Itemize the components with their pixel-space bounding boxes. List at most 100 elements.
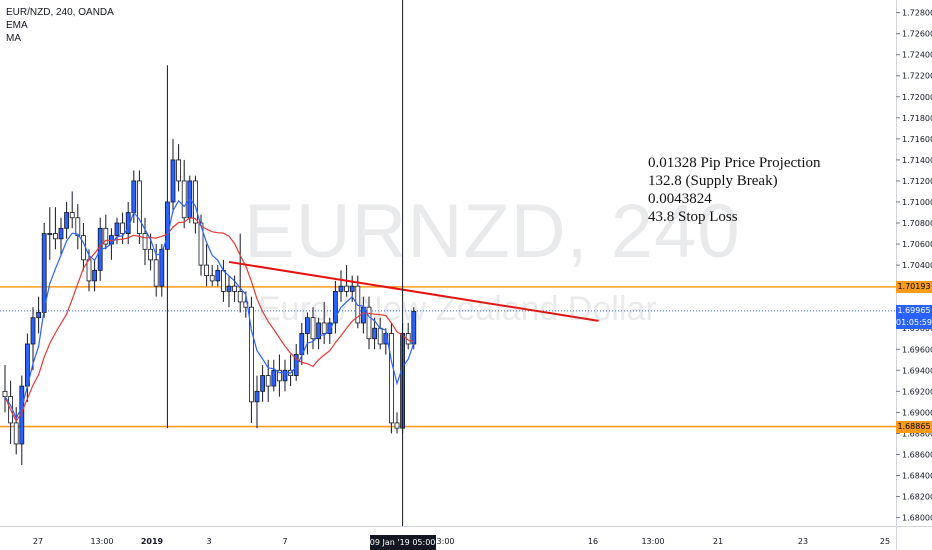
- bearish-candle: [81, 235, 86, 261]
- bullish-candle: [215, 269, 221, 282]
- bearish-candle: [75, 217, 81, 237]
- price-tick-label: 1.69200: [902, 387, 932, 396]
- bearish-candle: [220, 269, 226, 292]
- ema-line: [4, 196, 415, 420]
- bullish-candle: [131, 180, 137, 213]
- price-tick-label: 1.68000: [902, 514, 932, 523]
- legend-symbol[interactable]: EUR/NZD, 240, OANDA: [6, 7, 114, 18]
- bearish-candle: [136, 180, 142, 234]
- bearish-candle: [192, 180, 198, 224]
- bullish-candle: [282, 369, 288, 382]
- time-tick-label: 16: [588, 537, 598, 546]
- bullish-candle: [36, 312, 41, 319]
- bearish-candle: [204, 264, 210, 277]
- bullish-candle: [260, 375, 266, 392]
- text-annotation[interactable]: 0.01328 Pip Price Projection 132.8 (Supp…: [648, 154, 821, 226]
- bullish-candle: [349, 285, 355, 292]
- bearish-candle: [53, 233, 58, 240]
- bearish-candle: [198, 222, 204, 266]
- legend: EUR/NZD, 240, OANDA EMA MA: [6, 6, 114, 45]
- countdown-badge: 01:05:59: [896, 316, 932, 329]
- price-tick-label: 1.71800: [902, 114, 932, 123]
- annotation-line-supply-break: 132.8 (Supply Break): [648, 173, 778, 189]
- cursor-time-badge: 09 Jan '19 05:00: [369, 535, 436, 550]
- time-tick-label: 23: [798, 537, 808, 546]
- indicators: [4, 196, 415, 423]
- price-tick-label: 1.72800: [902, 9, 932, 18]
- bullish-candle: [64, 212, 69, 229]
- bullish-candle: [338, 285, 344, 292]
- bullish-candle: [30, 317, 36, 345]
- horizontal-levels[interactable]: [0, 286, 896, 428]
- legend-ema[interactable]: EMA: [6, 20, 28, 31]
- bearish-candle: [377, 327, 383, 345]
- bearish-candle: [265, 375, 271, 387]
- time-tick-label: 13:00: [90, 537, 113, 546]
- bullish-candle: [58, 227, 64, 240]
- annotation-line-stop-loss: 43.8 Stop Loss: [648, 209, 738, 225]
- price-tick-label: 1.70600: [902, 240, 932, 249]
- price-tick-label: 1.71200: [902, 177, 932, 186]
- bullish-candle: [170, 159, 176, 203]
- trendline: [228, 260, 599, 322]
- bullish-candle: [372, 327, 378, 340]
- bearish-candle: [321, 322, 327, 334]
- bearish-candle: [366, 306, 372, 340]
- bearish-candle: [394, 422, 400, 429]
- price-tick-label: 1.69400: [902, 366, 932, 375]
- time-tick-label: 25: [880, 537, 890, 546]
- bearish-candle: [86, 259, 92, 282]
- price-tick-label: 1.72000: [902, 93, 932, 102]
- current-price-badge: 1.69965: [896, 304, 932, 317]
- annotation-line-projection: 0.01328 Pip Price Projection: [648, 155, 821, 171]
- time-tick-label: 2019: [141, 537, 164, 546]
- bullish-candle: [226, 285, 232, 292]
- price-tick-label: 1.71000: [902, 198, 932, 207]
- bullish-candle: [327, 322, 333, 334]
- price-tick-label: 1.70400: [902, 261, 932, 270]
- support-price-badge: 1.68865: [896, 420, 932, 433]
- time-tick-label: 3: [206, 537, 211, 546]
- time-tick-label: 7: [282, 537, 287, 546]
- bearish-candle: [181, 180, 187, 219]
- bearish-candle: [148, 248, 154, 261]
- price-tick-label: 1.71400: [902, 156, 932, 165]
- bearish-candle: [103, 227, 109, 245]
- ma-line: [4, 217, 414, 423]
- bullish-candle: [293, 354, 299, 376]
- bullish-candle: [304, 317, 310, 334]
- drawings[interactable]: [228, 0, 599, 526]
- bullish-candle: [92, 269, 97, 282]
- bearish-candle: [248, 306, 254, 403]
- bearish-candle: [69, 212, 75, 219]
- bearish-candle: [232, 285, 238, 292]
- bearish-candle: [344, 285, 350, 292]
- bearish-candle: [153, 259, 159, 287]
- annotation-line-stop-value: 0.0043824: [648, 191, 712, 207]
- price-tick-label: 1.68600: [902, 450, 932, 459]
- price-tick-label: 1.72400: [902, 51, 932, 60]
- price-tick-label: 1.70800: [902, 219, 932, 228]
- bearish-candle: [237, 291, 243, 303]
- bearish-candle: [209, 275, 215, 282]
- candles: [2, 65, 417, 465]
- bearish-candle: [388, 333, 394, 424]
- time-tick-label: 13:00: [431, 537, 454, 546]
- time-tick-label: 13:00: [641, 537, 664, 546]
- bullish-candle: [332, 291, 338, 324]
- bearish-candle: [13, 422, 19, 445]
- time-tick-label: 21: [713, 537, 723, 546]
- bullish-candle: [159, 248, 165, 287]
- bullish-candle: [271, 369, 277, 387]
- bullish-candle: [254, 390, 260, 403]
- price-tick-label: 1.72200: [902, 72, 932, 81]
- price-tick-label: 1.68400: [902, 472, 932, 481]
- resistance-price-badge: 1.70193: [896, 280, 932, 293]
- bearish-candle: [142, 233, 148, 250]
- watermark-symbol: EURNZD, 240: [244, 189, 741, 274]
- price-tick-label: 1.69600: [902, 345, 932, 354]
- bearish-candle: [276, 369, 282, 382]
- legend-ma[interactable]: MA: [6, 33, 21, 44]
